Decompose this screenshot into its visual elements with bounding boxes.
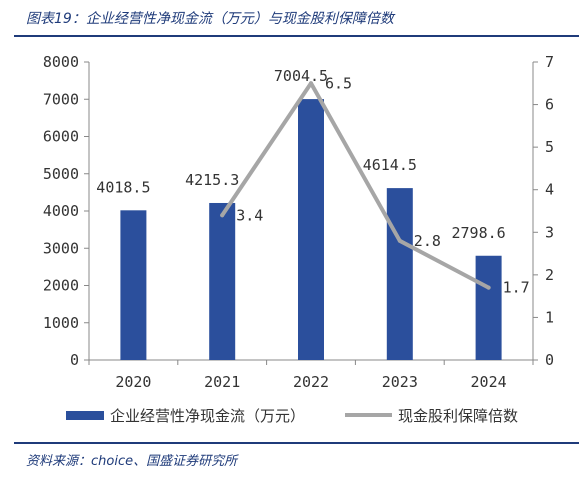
x-tick-label: 2023 [382, 373, 418, 391]
y-left-tick-label: 3000 [43, 239, 79, 257]
y-left-tick-label: 5000 [43, 165, 79, 183]
legend-label-bar: 企业经营性净现金流（万元） [110, 407, 305, 425]
y-left-tick-label: 1000 [43, 314, 79, 332]
line-path [220, 81, 491, 290]
y-right-tick-label: 4 [545, 181, 554, 199]
y-right-tick-label: 3 [545, 223, 554, 241]
bar [120, 210, 147, 360]
y-right-tick-label: 1 [545, 308, 554, 326]
title-rule [14, 35, 579, 37]
line-point [486, 285, 491, 290]
x-tick-label: 2021 [204, 373, 240, 391]
source-rule [14, 442, 579, 444]
chart-axes: 0 1000 2000 3000 4000 5000 6000 7000 8000 0 1 2 3 4 5 6… [43, 53, 554, 391]
y-left-tick-label: 7000 [43, 90, 79, 108]
bar-data-label: 4614.5 [363, 156, 417, 174]
bar [386, 188, 413, 360]
figure-title: 图表19：企业经营性净现金流（万元）与现金股利保障倍数 [26, 11, 394, 27]
bar-data-label: 4018.5 [96, 178, 150, 196]
x-tick-label: 2022 [293, 373, 329, 391]
line-data-label: 1.7 [503, 279, 530, 297]
x-tick-label: 2020 [115, 373, 151, 391]
legend-label-line: 现金股利保障倍数 [398, 407, 518, 425]
line-point [220, 213, 225, 218]
bar-data-label: 4215.3 [185, 171, 239, 189]
y-left-tick-label: 0 [70, 351, 79, 369]
bar [298, 99, 324, 361]
y-left-tick-label: 8000 [43, 53, 79, 71]
y-left-tick-label: 4000 [43, 202, 79, 220]
line-data-label: 2.8 [414, 232, 441, 250]
y-right-tick-label: 0 [545, 351, 554, 369]
y-right-tick-label: 2 [545, 266, 554, 284]
legend-swatch-bar [66, 411, 104, 420]
y-right-tick-label: 6 [545, 96, 554, 114]
line-point [397, 238, 402, 243]
bar-data-label: 2798.6 [452, 224, 506, 242]
source-note: 资料来源：choice、国盛证券研究所 [26, 454, 238, 469]
bar-data-label: 7004.5 [274, 67, 328, 85]
line-data-label: 6.5 [325, 74, 352, 92]
bar [209, 202, 236, 360]
chart-legend: 企业经营性净现金流（万元） 现金股利保障倍数 [66, 407, 518, 425]
y-left-tick-label: 2000 [43, 277, 79, 295]
y-left-tick-label: 6000 [43, 128, 79, 146]
y-right-tick-label: 5 [545, 138, 554, 156]
data-labels: 4018.5 4215.3 7004.5 4614.5 2798.6 3.4 6.5 2.8 1… [96, 67, 529, 297]
line-point [309, 81, 313, 86]
line-data-label: 3.4 [236, 206, 263, 224]
bar [475, 255, 502, 360]
line-series [220, 81, 491, 290]
x-tick-label: 2024 [471, 373, 507, 391]
bar-series [120, 99, 502, 361]
y-right-tick-label: 7 [545, 53, 554, 71]
